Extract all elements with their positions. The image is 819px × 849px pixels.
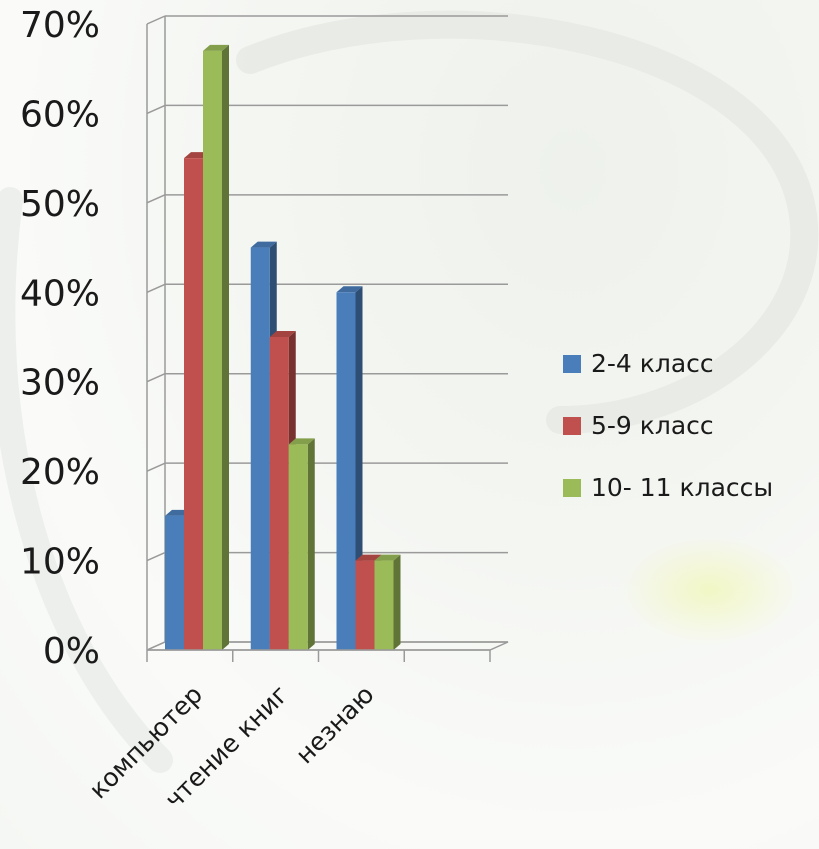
gridline-side (146, 462, 166, 472)
legend-entry: 5-9 класс (563, 411, 714, 440)
bar-top (374, 554, 401, 561)
bar-top (203, 44, 229, 51)
y-tick-label: 20% (20, 452, 100, 493)
gridline-side (146, 104, 166, 115)
legend-entry: 10- 11 классы (563, 473, 773, 502)
y-tick-label: 50% (20, 184, 100, 225)
bar-side (222, 44, 229, 651)
legend: 2-4 класс 5-9 класс 10- 11 классы (563, 349, 773, 502)
gridline-side (146, 373, 166, 383)
bar (374, 554, 401, 650)
bar-top (336, 286, 363, 293)
bar-front (288, 444, 308, 650)
y-axis: 0% 10% 20% 30% 40% 50% 60% 70% (20, 5, 148, 672)
bar-top (250, 241, 277, 248)
bar-top (355, 554, 382, 561)
bar-front (250, 247, 270, 651)
x-category-label: незнаю (290, 680, 380, 770)
y-tick-label: 70% (20, 5, 100, 46)
bar-front (203, 50, 222, 651)
bar-side (393, 554, 401, 650)
y-tick-label: 10% (20, 542, 100, 583)
y-tick-label: 40% (20, 273, 100, 314)
bars (165, 44, 401, 651)
gridline-side (146, 283, 166, 293)
bar-side (307, 438, 315, 650)
background-decoration (0, 10, 819, 773)
y-tick-label: 30% (20, 363, 100, 404)
legend-label: 10- 11 классы (591, 473, 773, 502)
y-tick-label: 60% (20, 94, 100, 135)
bar (288, 438, 315, 650)
bar-front (184, 158, 203, 650)
bar-front (269, 337, 289, 650)
bar-top (288, 438, 315, 445)
gridline-side (146, 551, 166, 562)
y-tick-label: 0% (43, 631, 100, 672)
legend-swatch (563, 479, 581, 497)
legend-entry: 2-4 класс (563, 349, 714, 378)
legend-swatch (563, 417, 581, 435)
bar-front (336, 292, 356, 650)
gridline-side (146, 194, 166, 204)
bar-top (269, 331, 296, 337)
legend-label: 2-4 класс (591, 349, 714, 378)
bar (203, 44, 229, 651)
legend-swatch (563, 355, 581, 373)
bar-front (374, 560, 394, 650)
bar-front (355, 560, 375, 650)
bar-front (165, 515, 184, 650)
gridline-side (146, 15, 166, 25)
legend-label: 5-9 класс (591, 411, 714, 440)
